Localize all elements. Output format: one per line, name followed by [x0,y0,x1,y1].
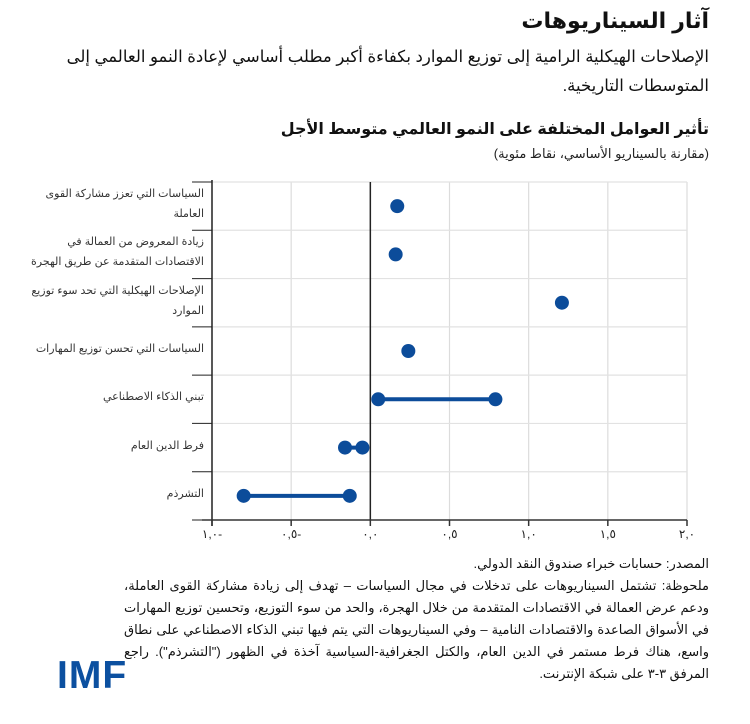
data-point-low [236,488,251,503]
data-point [388,247,403,262]
source-note: المصدر: حسابات خبراء صندوق النقد الدولي. [473,556,709,571]
chart-title: تأثير العوامل المختلفة على النمو العالمي… [280,121,709,138]
footnote: المصدر: حسابات خبراء صندوق النقد الدولي.… [124,553,709,685]
data-point-high [355,440,370,455]
x-tick-label: ١,٠ [520,527,537,541]
data-point-high [342,488,357,503]
data-point-high [488,392,503,407]
category-label: زيادة المعروض من العمالة في الاقتصادات ا… [31,236,204,269]
data-point-low [338,440,352,455]
data-point-low [371,392,386,407]
category-label: السياسات التي تحسن توزيع المهارات [35,343,204,355]
category-label: السياسات التي تعزز مشاركة القوى العاملة [45,188,204,221]
x-tick-label: ٠,٥ [441,527,458,541]
imf-logo: IMF [57,654,128,697]
category-label: فرط الدين العام [130,439,204,452]
data-point [401,344,416,358]
explanatory-note: ملحوظة: تشتمل السيناريوهات على تدخلات في… [124,578,709,681]
dot-range-chart [192,180,688,526]
page-title: آثار السيناريوهات [521,8,709,33]
grid-lines [211,181,688,520]
x-tick-label: ٢,٠ [678,527,696,541]
x-tick-label: ٠,٥- [281,527,302,541]
axes [192,180,688,526]
chart-subtitle: (مقارنة بالسيناريو الأساسي، نقاط مئوية) [493,146,709,161]
x-tick-label: ٠,٠ [362,527,379,541]
category-label: التشرذم [166,487,204,500]
category-label: الإصلاحات الهيكلية التي تحد سوء توزيع ال… [31,284,204,317]
x-tick-label: ١,٠- [201,527,223,541]
data-series [236,199,569,503]
category-label: تبني الذكاء الاصطناعي [102,391,204,404]
page-subtitle: الإصلاحات الهيكلية الرامية إلى توزيع الم… [66,48,709,95]
x-tick-label: ١,٥ [599,527,616,541]
data-point [554,295,569,310]
data-point [390,199,405,214]
